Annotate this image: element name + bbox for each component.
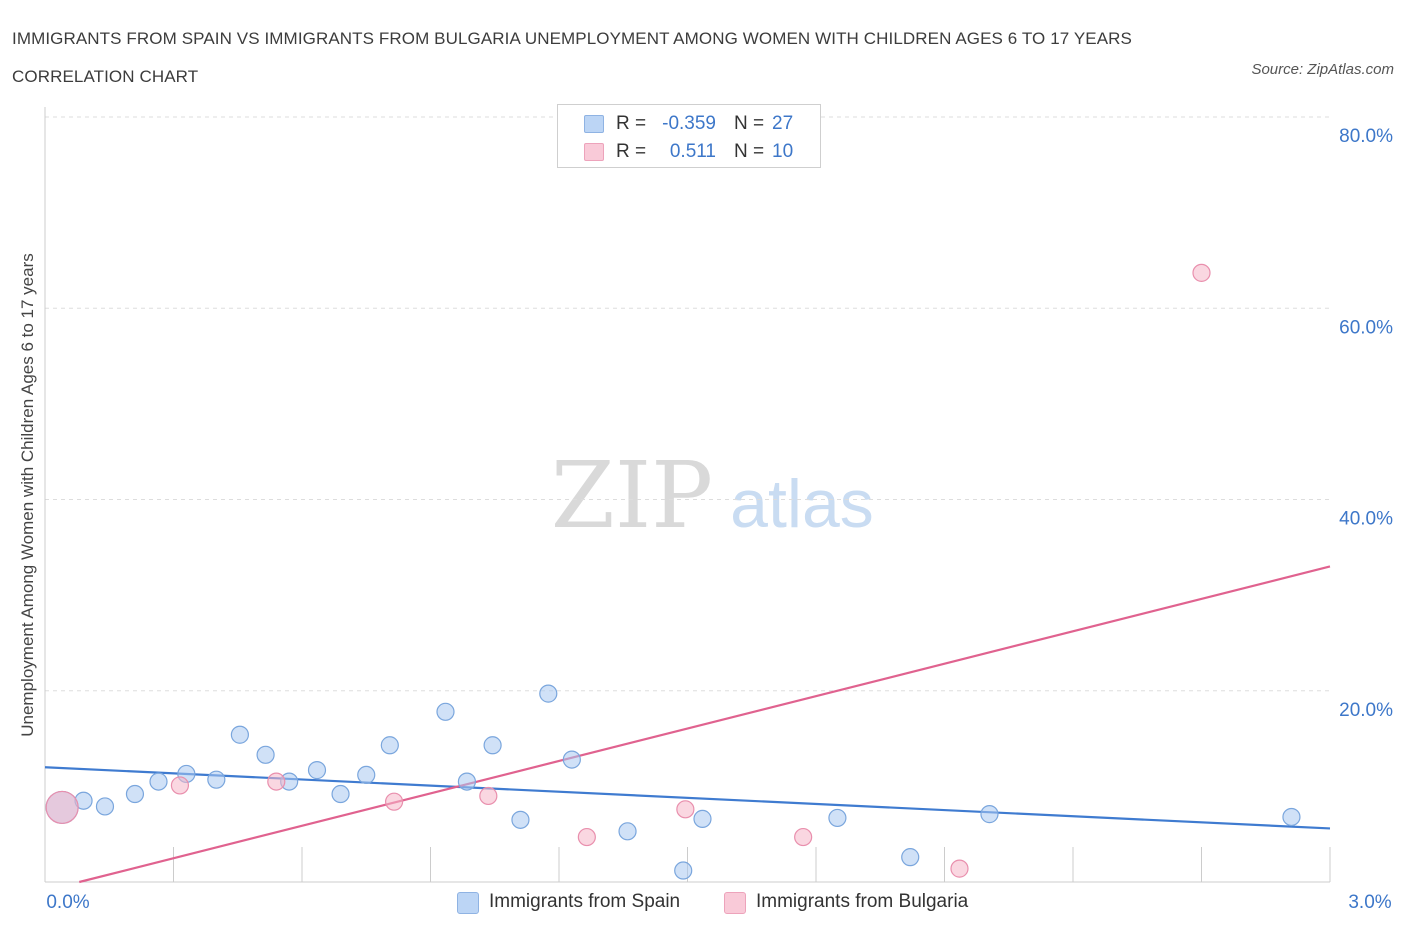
- point-spain: [539, 684, 558, 703]
- point-bulgaria: [267, 772, 286, 791]
- point-bulgaria: [676, 800, 695, 819]
- y-tick-label: 20.0%: [1339, 700, 1393, 721]
- point-spain: [307, 761, 327, 780]
- point-spain: [511, 810, 530, 829]
- source-note: Source: ZipAtlas.com: [1251, 61, 1394, 78]
- point-bulgaria: [794, 827, 813, 847]
- data-points: [45, 263, 1301, 880]
- point-spain: [1282, 807, 1301, 827]
- point-spain: [618, 822, 637, 841]
- legend-r-value: -0.359: [662, 113, 716, 134]
- gridlines: [45, 116, 1330, 692]
- tick-labels: 20.0% 40.0% 60.0% 80.0% 0.0% 3.0%: [46, 126, 1393, 913]
- point-spain: [95, 797, 115, 816]
- point-spain: [331, 784, 350, 804]
- trend-line-bulgaria: [78, 565, 1331, 884]
- legend-row-spain: R = -0.359 N = 27: [558, 110, 820, 138]
- point-spain: [674, 861, 693, 880]
- chart-title: IMMIGRANTS FROM SPAIN VS IMMIGRANTS FROM…: [12, 29, 1132, 86]
- point-bulgaria: [45, 790, 79, 825]
- legend-n-label: N =: [734, 113, 765, 134]
- series-label-bulgaria: Immigrants from Bulgaria: [756, 891, 969, 912]
- point-spain: [256, 745, 275, 764]
- point-spain: [828, 808, 847, 828]
- point-spain: [125, 784, 145, 804]
- legend-swatch-spain: [584, 115, 604, 133]
- x-tick-label-max: 3.0%: [1348, 892, 1391, 913]
- point-spain: [149, 772, 168, 791]
- trend-lines: [44, 565, 1331, 884]
- point-spain: [207, 770, 226, 789]
- legend-n-label: N =: [734, 141, 765, 162]
- legend-n-value: 27: [772, 113, 794, 134]
- point-bulgaria: [170, 776, 190, 795]
- series-swatch-spain: [457, 892, 479, 914]
- watermark-zip: ZIP: [551, 442, 713, 549]
- axes: [44, 107, 1331, 883]
- point-bulgaria: [950, 859, 969, 878]
- point-bulgaria: [1192, 263, 1211, 282]
- point-spain: [562, 750, 581, 769]
- point-bulgaria: [479, 786, 498, 806]
- point-spain: [483, 736, 502, 755]
- y-tick-label: 60.0%: [1339, 317, 1393, 338]
- series-legend: Immigrants from Spain Immigrants from Bu…: [0, 889, 1406, 915]
- point-bulgaria: [384, 792, 404, 811]
- correlation-legend: R = -0.359 N = 27 R = 0.511 N = 10: [557, 104, 821, 168]
- y-tick-label: 40.0%: [1339, 509, 1393, 530]
- point-spain: [380, 736, 399, 755]
- x-tick-label-min: 0.0%: [46, 892, 89, 913]
- legend-r-label: R =: [616, 113, 647, 134]
- point-spain: [901, 848, 920, 867]
- legend-row-bulgaria: R = 0.511 N = 10: [558, 138, 820, 166]
- series-label-spain: Immigrants from Spain: [489, 891, 681, 912]
- trend-line-spain: [44, 766, 1331, 830]
- legend-n-value: 10: [772, 141, 794, 162]
- legend-r-value: 0.511: [669, 141, 716, 162]
- y-tick-label: 80.0%: [1339, 126, 1393, 147]
- legend-r-label: R =: [616, 141, 647, 162]
- point-bulgaria: [577, 827, 596, 847]
- point-spain: [980, 805, 999, 824]
- watermark-atlas: atlas: [730, 466, 874, 542]
- point-spain: [357, 765, 376, 785]
- legend-swatch-bulgaria: [584, 143, 604, 161]
- series-swatch-bulgaria: [724, 892, 746, 914]
- point-spain: [457, 772, 477, 791]
- point-spain: [436, 702, 455, 721]
- point-spain: [230, 725, 249, 744]
- point-spain: [693, 809, 712, 828]
